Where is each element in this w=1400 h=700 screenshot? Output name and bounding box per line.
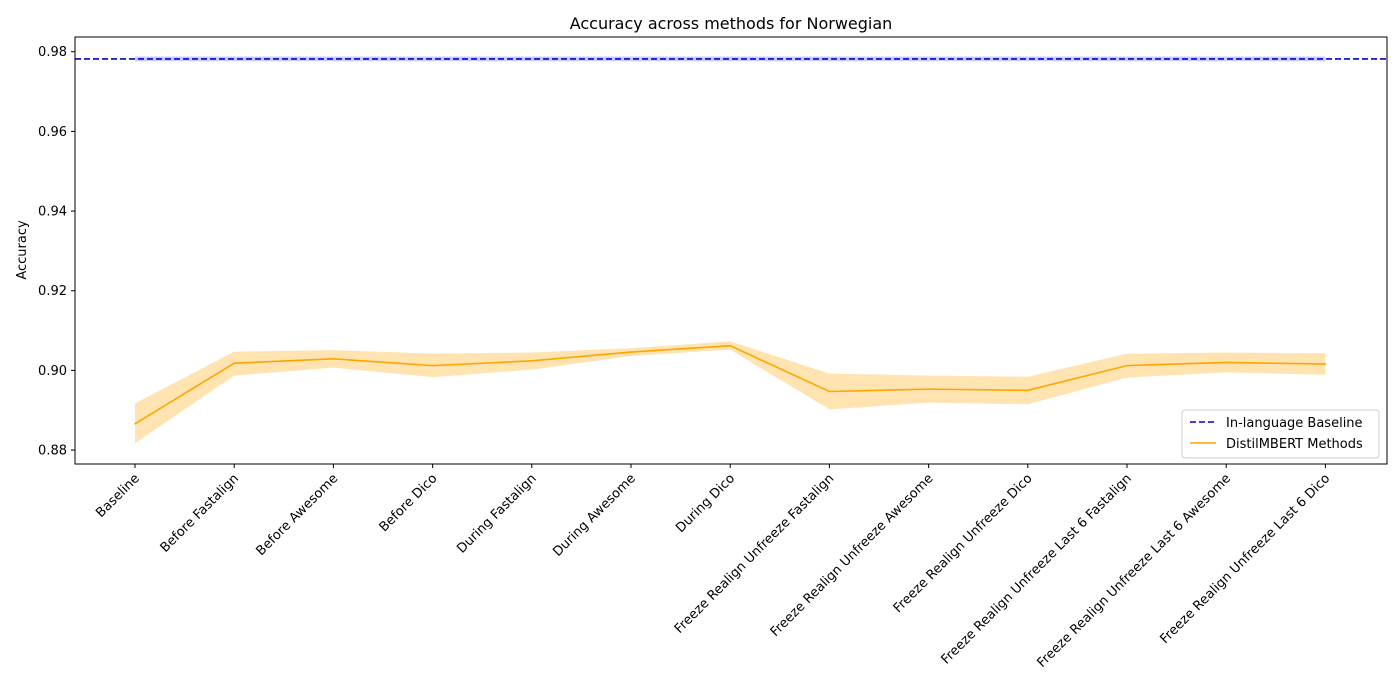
series-point — [332, 358, 335, 360]
series-point — [1225, 361, 1227, 364]
series-point — [134, 422, 136, 425]
legend: In-language Baseline DistilMBERT Methods — [1181, 409, 1380, 459]
series-point — [1126, 364, 1128, 367]
x-tick-label: Freeze Realign Unfreeze Fastalign — [672, 471, 837, 636]
x-tick-label: Before Fastalign — [158, 471, 242, 555]
x-tick-label: During Fastalign — [454, 471, 539, 556]
x-tick-label: During Dico — [673, 471, 738, 536]
x-tick-label: During Awesome — [550, 471, 639, 560]
series-point — [1324, 363, 1327, 365]
chart-title: Accuracy across methods for Norwegian — [570, 14, 893, 33]
plot-frame — [74, 36, 1388, 465]
y-axis-label: Accuracy — [15, 220, 30, 280]
y-tick-label: 0.98 — [38, 45, 67, 60]
x-tick-label: Freeze Realign Unfreeze Last 6 Fastalign — [939, 471, 1135, 667]
x-axis: Baseline Before Fastalign Before Awesome Be… — [93, 464, 1333, 671]
y-tick-label: 0.96 — [38, 125, 67, 140]
series-point — [1027, 389, 1029, 392]
x-tick-label: Before Dico — [377, 471, 441, 535]
series-point — [927, 388, 930, 390]
series-point — [729, 344, 731, 347]
y-tick-label: 0.94 — [38, 205, 67, 220]
series-point — [531, 360, 533, 362]
series-point — [431, 364, 434, 367]
x-tick-label: Freeze Realign Unfreeze Awesome — [768, 471, 937, 640]
y-tick-label: 0.88 — [38, 444, 67, 459]
series-point — [828, 390, 831, 393]
series-confidence-band — [135, 341, 1326, 444]
x-tick-label: Before Awesome — [254, 471, 342, 559]
x-tick-label: Baseline — [93, 471, 143, 521]
legend-box — [1181, 409, 1380, 459]
series-point — [233, 362, 235, 365]
x-tick-label: Freeze Realign Unfreeze Last 6 Dico — [1158, 471, 1334, 647]
legend-baseline-label: In-language Baseline — [1226, 416, 1363, 431]
baseline-band — [135, 56, 1326, 62]
x-tick-label: Freeze Realign Unfreeze Last 6 Awesome — [1035, 471, 1235, 671]
y-axis: 0.88 0.90 0.92 0.94 0.96 0.98 — [38, 45, 75, 459]
series-point — [630, 351, 632, 353]
y-tick-label: 0.92 — [38, 284, 67, 299]
y-tick-label: 0.90 — [38, 364, 67, 379]
legend-methods-label: DistilMBERT Methods — [1226, 437, 1363, 452]
plot-area — [75, 56, 1387, 444]
